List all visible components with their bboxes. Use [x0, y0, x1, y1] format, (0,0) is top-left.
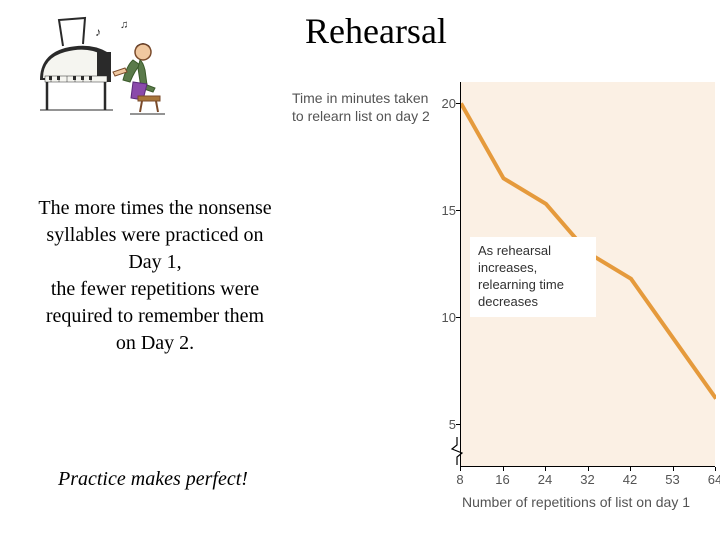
y-tick: 5: [438, 417, 456, 432]
x-tick: 32: [576, 472, 600, 487]
body-paragraph: The more times the nonsense syllables we…: [35, 195, 275, 357]
svg-text:♪: ♪: [95, 25, 101, 39]
page-title: Rehearsal: [305, 10, 447, 52]
x-tick: 8: [448, 472, 472, 487]
piano-player-illustration: ♪ ♫: [35, 10, 170, 120]
rehearsal-chart: Time in minutes taken to relearn list on…: [312, 82, 720, 512]
svg-text:♫: ♫: [120, 19, 128, 31]
x-tick: 53: [661, 472, 685, 487]
x-axis-label: Number of repetitions of list on day 1: [462, 494, 690, 510]
y-tick: 10: [438, 310, 456, 325]
y-tick: 15: [438, 203, 456, 218]
body-line-1: The more times the nonsense syllables we…: [38, 197, 271, 354]
x-tick: 42: [618, 472, 642, 487]
y-axis-label: Time in minutes taken to relearn list on…: [292, 90, 432, 125]
x-tick: 64: [703, 472, 720, 487]
x-tick: 16: [491, 472, 515, 487]
tagline-text: Practice makes perfect!: [58, 468, 248, 491]
y-tick: 20: [438, 96, 456, 111]
chart-annotation: As rehearsal increases, relearning time …: [470, 237, 596, 317]
x-tick: 24: [533, 472, 557, 487]
axis-break-icon: [450, 437, 464, 470]
